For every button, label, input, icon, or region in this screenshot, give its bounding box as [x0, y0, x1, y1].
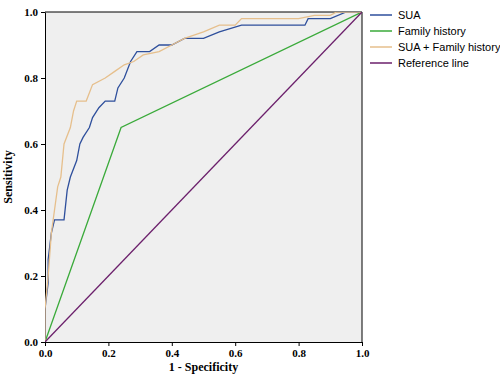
- tick-label: 0.6: [229, 347, 243, 359]
- series-line: [45, 12, 362, 342]
- tick: 0.4: [165, 342, 179, 359]
- tick-label: 0.8: [24, 72, 38, 84]
- legend-label: Family history: [398, 25, 466, 37]
- tick-mark: [172, 342, 173, 346]
- legend-swatch: [370, 14, 392, 16]
- tick-mark: [41, 342, 45, 343]
- tick: 0.8: [24, 72, 45, 84]
- tick: 0.2: [24, 270, 45, 282]
- tick-mark: [41, 144, 45, 145]
- tick: 1.0: [356, 342, 370, 359]
- tick-label: 0.0: [39, 347, 53, 359]
- tick-label: 0.8: [292, 347, 306, 359]
- chart: 0.0 0.2 0.4 0.6 0.8 1.0 0.0 0.2 0.4 0.6 0.8 1.0 1 - …: [0, 0, 500, 377]
- tick-label: 0.4: [165, 347, 179, 359]
- series-line: [45, 12, 362, 342]
- tick-mark: [41, 78, 45, 79]
- legend-label: SUA + Family history: [398, 41, 500, 53]
- x-axis: 0.0 0.2 0.4 0.6 0.8 1.0: [39, 342, 370, 359]
- axis-line: [45, 13, 46, 343]
- tick-label: 1.0: [24, 6, 38, 18]
- y-axis: 0.0 0.2 0.4 0.6 0.8 1.0: [24, 6, 45, 348]
- legend-item: Family history: [370, 25, 466, 37]
- tick-mark: [41, 12, 45, 13]
- tick: 0.2: [102, 342, 116, 359]
- series-line: [45, 12, 362, 342]
- y-axis-title: Sensitivity: [1, 150, 15, 203]
- frame: [362, 12, 363, 342]
- legend-label: SUA: [398, 9, 421, 21]
- tick-mark: [108, 342, 109, 346]
- legend-swatch: [370, 46, 392, 48]
- x-axis-title: 1 - Specificity: [169, 360, 238, 374]
- chart-container: 0.0 0.2 0.4 0.6 0.8 1.0 0.0 0.2 0.4 0.6 0.8 1.0 1 - …: [0, 0, 500, 377]
- legend: SUA Family history SUA + Family history Ref…: [370, 9, 500, 69]
- tick-label: 0.6: [24, 138, 38, 150]
- tick-label: 0.4: [24, 204, 38, 216]
- tick: 0.6: [229, 342, 243, 359]
- axis-line: [46, 342, 363, 343]
- frame: [45, 12, 362, 13]
- legend-label: Reference line: [398, 57, 469, 69]
- tick: 0.6: [24, 138, 45, 150]
- tick-mark: [45, 342, 46, 346]
- legend-swatch: [370, 62, 392, 64]
- legend-item: SUA: [370, 9, 421, 21]
- tick: 0.0: [24, 336, 45, 348]
- tick-mark: [362, 342, 363, 346]
- tick: 0.4: [24, 204, 45, 216]
- series-group: [45, 12, 362, 342]
- tick-label: 0.0: [24, 336, 38, 348]
- tick-mark: [299, 342, 300, 346]
- tick-label: 1.0: [356, 347, 370, 359]
- legend-item: Reference line: [370, 57, 469, 69]
- plot: 0.0 0.2 0.4 0.6 0.8 1.0 0.0 0.2 0.4 0.6 0.8 1.0: [24, 6, 370, 359]
- tick-mark: [41, 210, 45, 211]
- tick-mark: [41, 276, 45, 277]
- tick-mark: [235, 342, 236, 346]
- plot-background: [45, 12, 362, 342]
- tick-label: 0.2: [102, 347, 116, 359]
- tick: 0.8: [292, 342, 306, 359]
- legend-swatch: [370, 30, 392, 32]
- legend-item: SUA + Family history: [370, 41, 500, 53]
- tick: 1.0: [24, 6, 45, 18]
- tick-label: 0.2: [24, 270, 38, 282]
- tick: 0.0: [39, 342, 53, 359]
- series-line: [45, 12, 362, 342]
